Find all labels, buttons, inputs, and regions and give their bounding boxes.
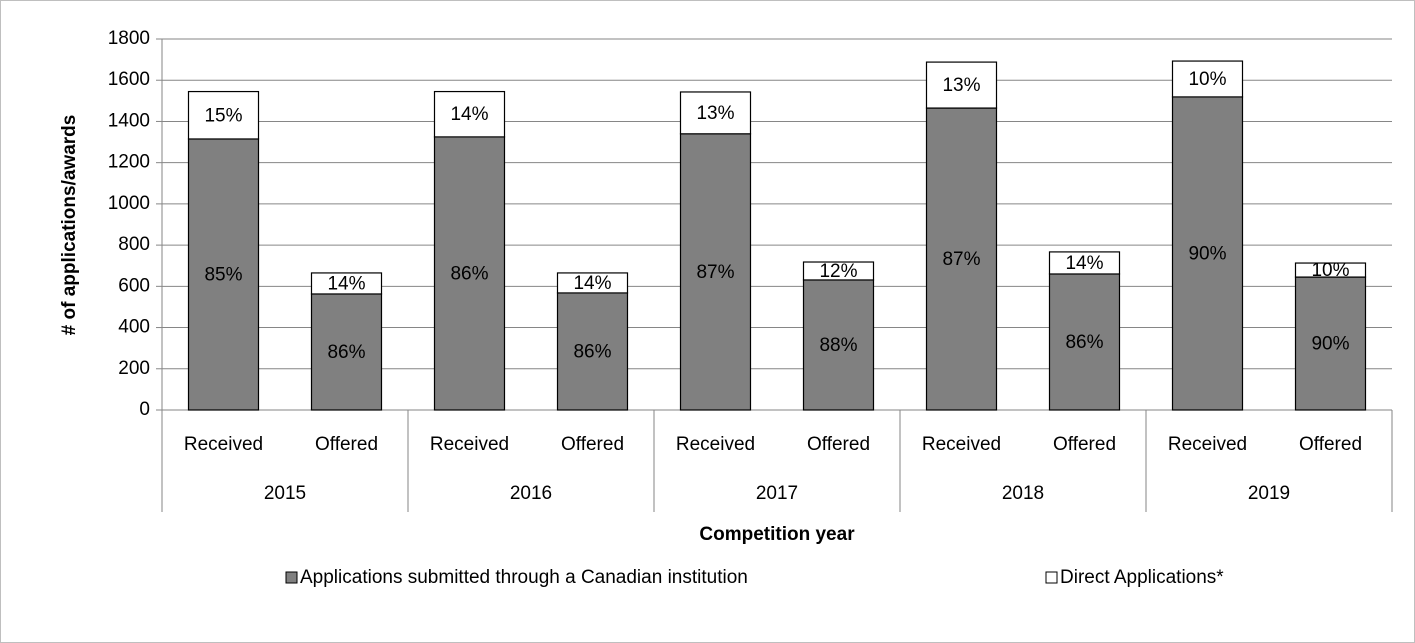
segment-label: 14% [573, 273, 611, 294]
x-tick-label: Offered [561, 434, 624, 455]
segment-label: 10% [1188, 69, 1226, 90]
group-label: 2015 [264, 483, 306, 504]
x-tick-label: Received [922, 434, 1001, 455]
x-tick-label: Received [1168, 434, 1247, 455]
segment-label: 87% [696, 262, 734, 283]
segment-label: 88% [819, 335, 857, 356]
group-label: 2017 [756, 483, 798, 504]
group-label: 2019 [1248, 483, 1290, 504]
segment-label: 85% [204, 264, 242, 285]
x-tick-label: Received [430, 434, 509, 455]
legend-swatch [285, 571, 298, 584]
bar-segment [187, 90, 260, 140]
bar-segment [802, 279, 875, 411]
bar-segment [310, 293, 383, 411]
bar-segment [1294, 262, 1367, 278]
segment-label: 86% [573, 341, 611, 362]
x-axis-title: Competition year [699, 524, 855, 545]
bar-segment [925, 107, 998, 411]
bar-segment [925, 61, 998, 109]
bar-segment [433, 90, 506, 138]
y-tick-label: 600 [118, 275, 150, 296]
bar-segment [556, 292, 629, 411]
y-tick-label: 1400 [108, 110, 150, 131]
x-tick-label: Offered [1299, 434, 1362, 455]
x-tick-label: Received [184, 434, 263, 455]
y-tick-label: 1800 [108, 28, 150, 49]
segment-label: 86% [450, 263, 488, 284]
bar-segment [310, 272, 383, 295]
segment-label: 90% [1188, 243, 1226, 264]
legend-swatch [1045, 571, 1058, 584]
segment-label: 86% [327, 342, 365, 363]
segment-label: 86% [1065, 332, 1103, 353]
group-label: 2016 [510, 483, 552, 504]
bar-segment [679, 91, 752, 135]
bar-segment [1048, 251, 1121, 275]
y-tick-label: 400 [118, 317, 150, 338]
bar-segment [187, 138, 260, 411]
legend-label: Direct Applications* [1060, 567, 1224, 588]
group-label: 2018 [1002, 483, 1044, 504]
segment-label: 15% [204, 105, 242, 126]
bar-segment [1171, 60, 1244, 98]
y-axis-title: # of applications/awards [59, 115, 80, 336]
legend-label: Applications submitted through a Canadia… [300, 567, 748, 588]
y-tick-label: 1200 [108, 152, 150, 173]
x-tick-label: Received [676, 434, 755, 455]
x-tick-label: Offered [1053, 434, 1116, 455]
y-tick-label: 1000 [108, 193, 150, 214]
bar-segment [433, 136, 506, 411]
segment-label: 12% [819, 261, 857, 282]
segment-label: 10% [1311, 260, 1349, 281]
y-tick-label: 800 [118, 234, 150, 255]
bar-segment [1294, 276, 1367, 411]
segment-label: 13% [696, 103, 734, 124]
x-tick-label: Offered [807, 434, 870, 455]
bar-segment [1171, 96, 1244, 411]
bar-segment [679, 133, 752, 411]
x-tick-label: Offered [315, 434, 378, 455]
bar-segment [556, 272, 629, 294]
segment-label: 87% [942, 249, 980, 270]
segment-label: 13% [942, 75, 980, 96]
segment-label: 14% [450, 104, 488, 125]
segment-label: 14% [1065, 253, 1103, 274]
y-tick-label: 200 [118, 358, 150, 379]
bar-segment [802, 261, 875, 281]
y-tick-label: 0 [139, 399, 150, 420]
y-tick-label: 1600 [108, 69, 150, 90]
segment-label: 14% [327, 273, 365, 294]
segment-label: 90% [1311, 334, 1349, 355]
